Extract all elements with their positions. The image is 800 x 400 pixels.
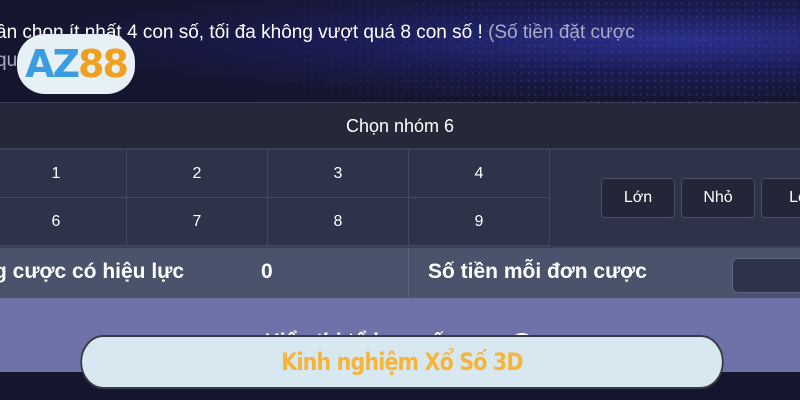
number-2[interactable]: 2 bbox=[127, 150, 268, 198]
number-1[interactable]: 1 bbox=[0, 150, 127, 198]
number-4[interactable]: 4 bbox=[409, 150, 550, 198]
valid-bets-value: 0 bbox=[261, 260, 273, 283]
logo-88: 88 bbox=[78, 42, 129, 86]
stats-row: g cược có hiệu lực 0 Số tiền mỗi đơn cượ… bbox=[0, 246, 800, 300]
valid-bets-label: g cược có hiệu lực bbox=[0, 260, 185, 283]
number-3[interactable]: 3 bbox=[268, 150, 409, 198]
amount-input[interactable] bbox=[732, 258, 800, 293]
number-8[interactable]: 8 bbox=[268, 198, 409, 246]
title-banner: Kinh nghiệm Xổ Số 3D bbox=[80, 335, 724, 389]
quick-select: Lớn Nhỏ Lẻ bbox=[550, 150, 800, 246]
dot-pattern bbox=[0, 0, 800, 102]
instruction-line2: qu bbox=[0, 50, 18, 71]
odd-button[interactable]: Lẻ bbox=[761, 178, 800, 218]
group-title: Chọn nhóm 6 bbox=[0, 103, 800, 150]
number-9[interactable]: 9 bbox=[409, 198, 550, 246]
instruction-muted: (Số tiền đặt cược bbox=[488, 22, 635, 43]
logo-az: AZ bbox=[25, 42, 80, 86]
number-grid: 1 2 3 4 6 7 8 9 bbox=[0, 150, 550, 246]
divider bbox=[408, 248, 409, 300]
number-7[interactable]: 7 bbox=[127, 198, 268, 246]
header: ần chọn ít nhất 4 con số, tối đa không v… bbox=[0, 0, 800, 103]
amount-label: Số tiền mỗi đơn cược bbox=[428, 260, 647, 283]
az888-logo: AZ 88 bbox=[17, 34, 135, 94]
big-button[interactable]: Lớn bbox=[601, 178, 675, 218]
small-button[interactable]: Nhỏ bbox=[681, 178, 755, 218]
number-6[interactable]: 6 bbox=[0, 198, 127, 246]
